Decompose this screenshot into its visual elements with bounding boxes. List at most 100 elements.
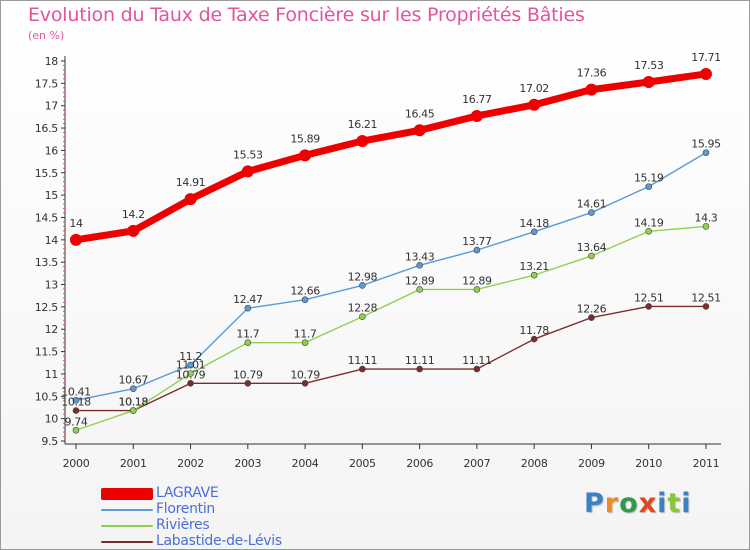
data-label: 12.26 <box>577 303 607 316</box>
x-tick-label: 2008 <box>521 457 548 470</box>
series-line-rivières <box>75 225 707 431</box>
logo-letter: o <box>619 488 639 519</box>
data-point <box>702 303 710 310</box>
data-point <box>72 426 80 434</box>
y-tick-label: 10 <box>45 413 59 426</box>
data-point <box>470 109 483 122</box>
data-label: 15.53 <box>233 148 263 161</box>
data-label: 17.36 <box>577 67 607 80</box>
series-line-florentin <box>75 151 707 402</box>
data-label: 14 <box>69 217 83 230</box>
y-tick-label: 13.5 <box>35 256 59 269</box>
data-point <box>530 228 538 236</box>
data-label: 14.19 <box>634 216 664 229</box>
data-label: 9.74 <box>65 415 88 428</box>
data-label: 14.3 <box>695 211 718 224</box>
y-tick-label: 12 <box>45 323 58 336</box>
x-tick-label: 2004 <box>292 457 319 470</box>
logo-letter: P <box>584 488 605 519</box>
x-tick-label: 2009 <box>578 457 605 470</box>
legend-swatch <box>101 509 153 511</box>
data-point <box>588 209 595 216</box>
data-point <box>585 83 598 96</box>
data-label: 11.7 <box>236 328 259 341</box>
legend-label: Rivières <box>156 517 210 533</box>
y-tick-label: 12.5 <box>35 301 59 314</box>
data-point <box>702 223 710 230</box>
y-tick-label: 18 <box>45 55 59 68</box>
data-label: 17.53 <box>634 59 664 72</box>
data-label: 11.7 <box>294 328 317 341</box>
data-label: 13.64 <box>577 241 607 254</box>
series-line-labastide-de-lévis <box>75 305 707 412</box>
data-label: 17.71 <box>691 51 721 64</box>
data-point <box>645 183 653 190</box>
y-tick-label: 15 <box>45 189 59 202</box>
data-label: 13.43 <box>405 250 435 263</box>
data-point <box>129 407 137 414</box>
data-point <box>702 149 710 156</box>
data-point <box>588 252 595 260</box>
y-tick-label: 9.5 <box>41 435 58 448</box>
data-point <box>301 380 309 387</box>
proxiti-logo: Proxiti <box>584 488 692 519</box>
x-tick-label: 2005 <box>349 457 376 470</box>
x-tick-label: 2007 <box>463 457 490 470</box>
data-label: 10.79 <box>290 368 320 381</box>
data-point <box>588 314 595 321</box>
data-point <box>699 67 712 80</box>
legend-swatch <box>101 488 153 500</box>
y-tick-label: 11.5 <box>35 346 59 359</box>
data-point <box>301 339 309 346</box>
chart-title: Evolution du Taux de Taxe Foncière sur l… <box>28 4 585 26</box>
x-tick-label: 2010 <box>635 457 662 470</box>
x-tick-label: 2011 <box>693 457 720 470</box>
data-label: 16.21 <box>348 118 378 131</box>
data-point <box>129 385 137 392</box>
data-point <box>359 282 366 289</box>
data-label: 12.47 <box>233 293 263 306</box>
x-tick-label: 2006 <box>406 457 433 470</box>
x-tick-label: 2001 <box>120 457 147 470</box>
data-label: 10.79 <box>233 368 263 381</box>
data-point <box>184 193 197 206</box>
y-tick-label: 15.5 <box>35 167 59 180</box>
data-label: 11.11 <box>405 354 435 367</box>
data-label: 12.51 <box>634 291 664 304</box>
data-label: 10.18 <box>61 396 91 409</box>
data-label: 12.66 <box>290 285 320 298</box>
data-point <box>473 246 481 254</box>
data-label: 10.41 <box>61 385 91 398</box>
data-point <box>187 370 194 377</box>
data-label: 12.89 <box>405 274 435 287</box>
data-label: 10.18 <box>119 396 149 409</box>
data-label: 11.11 <box>462 354 492 367</box>
data-label: 10.79 <box>176 368 206 381</box>
legend-label: LAGRAVE <box>156 485 219 501</box>
series-line-lagrave <box>72 70 710 244</box>
y-tick-label: 17.5 <box>35 77 59 90</box>
data-point <box>530 335 538 343</box>
data-label: 12.89 <box>462 274 492 287</box>
data-point <box>241 165 254 178</box>
data-point <box>530 271 538 279</box>
x-tick-label: 2000 <box>63 457 90 470</box>
data-point <box>72 407 80 414</box>
data-label: 12.28 <box>348 302 378 315</box>
data-point <box>299 149 312 162</box>
y-tick-label: 14.5 <box>35 211 59 224</box>
logo-letter: r <box>604 488 620 519</box>
data-label: 15.19 <box>634 172 664 185</box>
chart-subtitle: (en %) <box>28 29 65 42</box>
data-label: 15.89 <box>290 132 320 145</box>
data-point <box>359 313 366 321</box>
y-tick-label: 14 <box>45 234 59 247</box>
data-point <box>473 286 481 293</box>
data-point <box>72 397 80 404</box>
data-point <box>645 228 653 235</box>
data-label: 17.02 <box>519 82 549 95</box>
data-label: 11.01 <box>176 358 206 371</box>
legend-swatch <box>101 541 153 543</box>
